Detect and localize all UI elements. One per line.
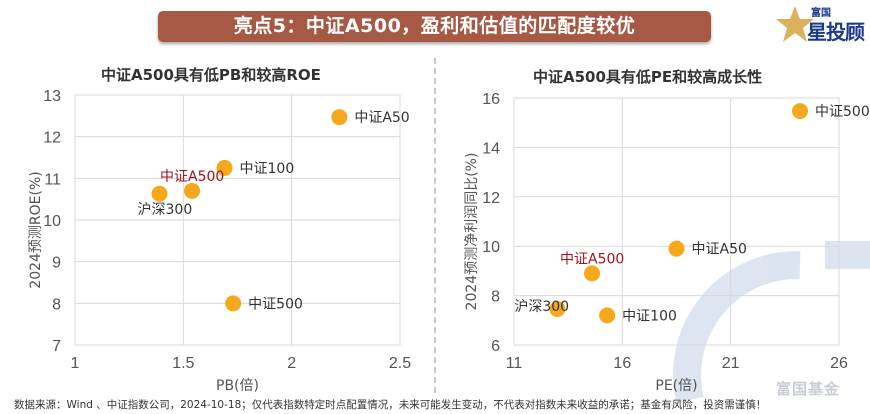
y-tick-label: 13	[43, 88, 61, 105]
data-point-label: 中证A50	[692, 242, 747, 258]
data-point[interactable]	[225, 295, 242, 312]
y-tick-label: 10	[482, 239, 500, 256]
x-tick-label: 16	[613, 355, 631, 372]
y-tick-label: 9	[52, 255, 61, 272]
data-point[interactable]	[584, 265, 600, 282]
x-tick-label: 1.5	[172, 355, 194, 372]
data-point-label: 沪深300	[138, 202, 193, 218]
data-point-label: 中证A500	[560, 251, 624, 267]
y-tick-label: 8	[52, 296, 61, 313]
data-point[interactable]	[184, 182, 200, 199]
data-point-label: 中证100	[622, 308, 677, 324]
star-icon	[776, 6, 814, 42]
right-chart-title: 中证A500具有低PE和较高成长性	[533, 68, 763, 86]
chart-divider	[434, 58, 436, 393]
logo-main-text: 星投顾	[807, 20, 865, 44]
y-tick-label: 6	[491, 338, 500, 355]
y-axis-title: 2024预测ROE(%)	[28, 171, 44, 288]
y-tick-label: 16	[482, 91, 500, 108]
y-tick-label: 8	[491, 289, 500, 306]
x-axis-title: PE(倍)	[655, 378, 697, 394]
logo-sub-text: 富国	[811, 8, 831, 19]
x-tick-label: 2.5	[389, 355, 411, 372]
data-point[interactable]	[792, 103, 808, 120]
brand-logo: 富国 星投顾	[775, 2, 870, 46]
watermark-text: 富国基金	[776, 380, 841, 398]
right-scatter-chart: 6 8 10 12 14 16 11 16 21 26 PE(倍) 2024预测净利润同比(%) 中证5…	[464, 91, 870, 394]
data-point[interactable]	[331, 109, 348, 126]
data-point-label: 中证500	[815, 104, 870, 120]
footer-disclaimer: 数据来源：Wind 、中证指数公司，2024-10-18；仅代表指数特定时点配置…	[14, 399, 767, 411]
y-tick-label: 12	[482, 190, 500, 207]
left-chart-title: 中证A500具有低PB和较高ROE	[101, 66, 321, 84]
data-point[interactable]	[216, 159, 233, 176]
x-axis-title: PB(倍)	[216, 378, 259, 394]
data-point-label: 中证100	[240, 161, 295, 177]
y-axis-title: 2024预测净利润同比(%)	[464, 153, 480, 311]
data-point[interactable]	[668, 240, 685, 257]
y-tick-label: 14	[482, 140, 500, 157]
x-tick-label: 11	[506, 355, 523, 372]
y-tick-label: 11	[44, 171, 61, 188]
data-point-label: 中证500	[248, 296, 303, 312]
data-point[interactable]	[599, 307, 616, 324]
x-tick-label: 1	[71, 355, 80, 372]
data-point-label: 中证A50	[354, 110, 409, 126]
page-banner-title: 亮点5：中证A500，盈利和估值的匹配度较优	[158, 11, 711, 42]
y-tick-label: 10	[43, 213, 61, 230]
data-point-label: 沪深300	[514, 299, 569, 315]
y-tick-label: 7	[52, 338, 61, 355]
x-tick-label: 21	[722, 355, 740, 372]
data-point[interactable]	[549, 300, 566, 317]
y-tick-label: 12	[43, 130, 61, 147]
watermark-emblem-icon	[673, 241, 870, 404]
data-point[interactable]	[151, 185, 168, 202]
data-point-label: 中证A500	[160, 169, 224, 185]
left-scatter-chart: 7 8 9 10 11 12 13 1 1.5 2 2.5 PB(倍) 2024预测ROE(%) 中证A5…	[28, 88, 411, 394]
x-tick-label: 26	[830, 355, 848, 372]
x-tick-label: 2	[287, 355, 296, 372]
